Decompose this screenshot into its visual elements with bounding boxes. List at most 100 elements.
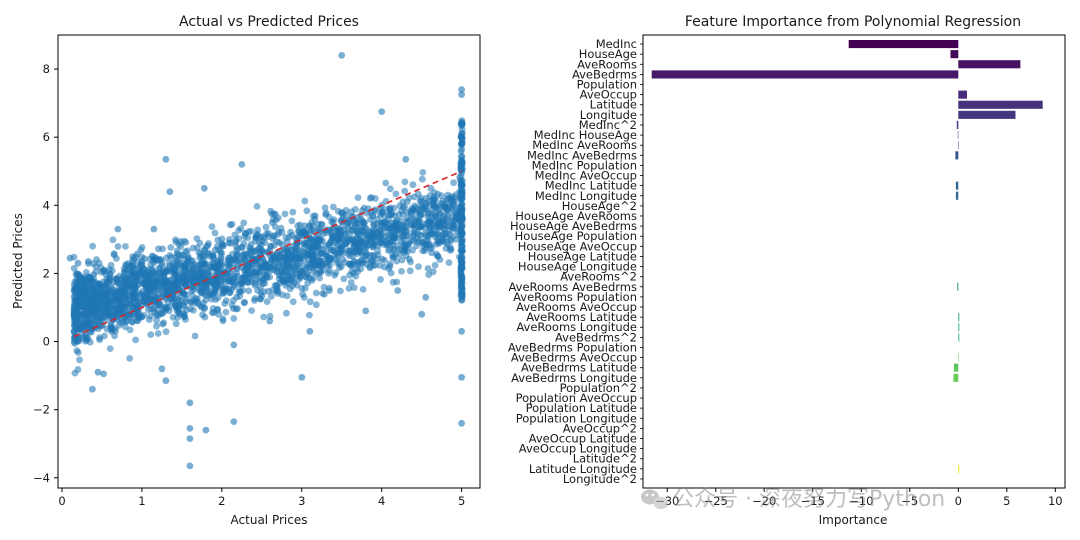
scatter-point (190, 285, 197, 293)
scatter-point (266, 312, 274, 320)
category-label: AveOccup (580, 88, 637, 102)
scatter-point (283, 309, 290, 317)
scatter-point (230, 341, 238, 349)
scatter-point (398, 256, 406, 264)
scatter-point (450, 179, 457, 187)
scatter-point (289, 208, 297, 216)
category-label: MedInc AveBedrms (527, 148, 637, 162)
scatter-point (334, 242, 341, 250)
scatter-point (208, 278, 216, 285)
scatter-point (217, 269, 225, 276)
scatter-point (448, 195, 455, 202)
scatter-point (226, 289, 234, 297)
scatter-point (218, 261, 226, 269)
scatter-point (394, 241, 401, 249)
scatter-point (361, 224, 369, 232)
scatter-point (283, 292, 291, 300)
scatter-point (91, 311, 98, 318)
scatter-point (302, 252, 309, 260)
scatter-point (241, 233, 249, 241)
scatter-point (354, 194, 362, 202)
scatter-point (78, 280, 85, 288)
scatter-point (415, 263, 422, 270)
scatter-point (342, 211, 350, 219)
scatter-point (186, 399, 194, 407)
scatter-point (398, 268, 405, 275)
scatter-point (186, 435, 194, 442)
scatter-point (95, 259, 103, 267)
scatter-point (284, 264, 292, 272)
scatter-point (89, 242, 96, 250)
scatter-point (374, 251, 382, 259)
scatter-point (198, 269, 206, 277)
scatter-point (389, 231, 396, 239)
scatter-point (70, 329, 78, 336)
scatter-point (200, 253, 208, 260)
scatter-point (214, 294, 222, 301)
scatter-point (448, 207, 455, 215)
scatter-point (230, 418, 238, 425)
y-tick-label: 0 (43, 335, 50, 349)
x-tick-label: 0 (58, 494, 65, 508)
scatter-point (114, 298, 122, 306)
scatter-point (214, 282, 222, 290)
scatter-point (396, 202, 404, 210)
scatter-point (98, 305, 105, 312)
scatter-point (435, 231, 442, 239)
scatter-point (178, 251, 186, 259)
scatter-point (307, 244, 315, 251)
scatter-point (457, 201, 465, 209)
scatter-point (389, 254, 397, 262)
scatter-point (176, 259, 184, 267)
scatter-point (270, 253, 278, 260)
scatter-point (89, 316, 97, 324)
scatter-point (381, 263, 388, 271)
scatter-point (332, 269, 340, 277)
scatter-point (151, 285, 159, 292)
scatter-point (291, 246, 299, 253)
scatter-point (337, 263, 345, 270)
scatter-point (182, 316, 189, 323)
category-label: HouseAge Latitude (528, 249, 637, 263)
scatter-point (282, 234, 290, 242)
x-tick-label: 3 (298, 494, 305, 508)
scatter-point (125, 280, 133, 288)
scatter-point (430, 200, 437, 208)
scatter-point (100, 370, 107, 378)
scatter-point (402, 155, 410, 163)
feature-importance-chart: Feature Importance from Polynomial Regre… (508, 14, 1066, 527)
scatter-point (218, 235, 226, 243)
scatter-point (219, 286, 227, 294)
scatter-point (76, 356, 83, 364)
scatter-point (282, 282, 290, 289)
x-tick-label: 4 (378, 494, 385, 508)
scatter-point (409, 246, 416, 254)
bar (957, 131, 959, 140)
scatter-point (106, 345, 114, 352)
scatter-point (457, 265, 465, 272)
scatter-point (233, 247, 240, 255)
scatter-point (457, 167, 465, 174)
scatter-point (145, 316, 153, 323)
scatter-point (317, 220, 325, 228)
category-label: Population^2 (560, 381, 637, 395)
scatter-point (458, 146, 466, 153)
scatter-point (135, 310, 143, 318)
scatter-point (107, 296, 115, 303)
scatter-point (458, 91, 465, 98)
scatter-point (267, 292, 275, 300)
scatter-point (128, 292, 136, 300)
scatter-y-label: Predicted Prices (11, 213, 25, 309)
scatter-point (338, 52, 346, 59)
scatter-point (160, 273, 168, 280)
scatter-point (122, 274, 130, 282)
y-tick-label: −4 (33, 471, 50, 485)
category-label: AveBedrms (572, 67, 637, 81)
scatter-point (162, 155, 170, 163)
scatter-point (426, 244, 434, 252)
scatter-point (275, 272, 283, 279)
scatter-point (122, 318, 130, 326)
scatter-point (326, 261, 334, 269)
scatter-point (366, 237, 374, 244)
